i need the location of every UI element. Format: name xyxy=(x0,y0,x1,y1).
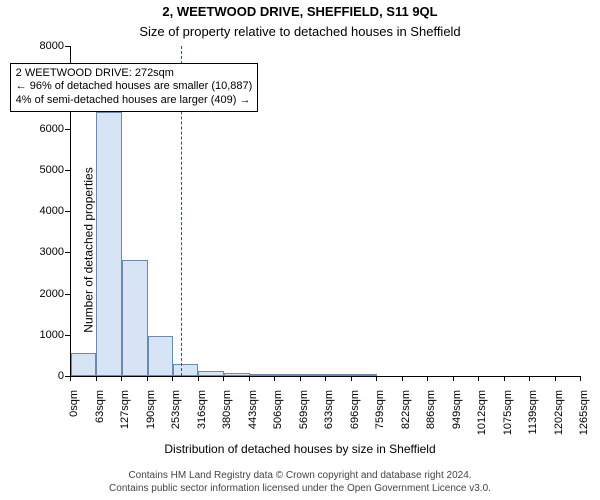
x-tick-mark xyxy=(223,376,224,381)
x-tick-label: 1139sqm xyxy=(527,390,539,446)
y-tick-mark xyxy=(65,46,70,47)
histogram-bar xyxy=(122,260,147,376)
x-tick-mark xyxy=(402,376,403,381)
x-tick-label: 1012sqm xyxy=(476,390,488,446)
x-tick-label: 506sqm xyxy=(272,390,284,446)
x-tick-mark xyxy=(504,376,505,381)
x-tick-mark xyxy=(351,376,352,381)
x-tick-mark xyxy=(300,376,301,381)
x-tick-mark xyxy=(325,376,326,381)
histogram-bar xyxy=(352,374,377,376)
x-tick-label: 0sqm xyxy=(68,390,80,446)
histogram-bar xyxy=(300,374,325,376)
x-tick-mark xyxy=(147,376,148,381)
x-tick-label: 759sqm xyxy=(374,390,386,446)
y-tick-label: 0 xyxy=(26,370,64,382)
x-tick-label: 569sqm xyxy=(298,390,310,446)
x-tick-label: 1202sqm xyxy=(553,390,565,446)
x-tick-mark xyxy=(529,376,530,381)
x-tick-label: 949sqm xyxy=(451,390,463,446)
y-tick-label: 5000 xyxy=(26,164,64,176)
x-tick-mark xyxy=(121,376,122,381)
histogram-bar xyxy=(96,112,121,376)
x-tick-mark xyxy=(249,376,250,381)
data-source-footer: Contains HM Land Registry data © Crown c… xyxy=(0,470,600,495)
chart-title: 2, WEETWOOD DRIVE, SHEFFIELD, S11 9QL xyxy=(0,4,600,19)
x-tick-label: 1265sqm xyxy=(578,390,590,446)
x-tick-mark xyxy=(427,376,428,381)
histogram-bar xyxy=(326,374,351,376)
histogram-bar xyxy=(250,374,275,376)
y-tick-mark xyxy=(65,335,70,336)
histogram-bar xyxy=(71,353,96,376)
x-tick-label: 822sqm xyxy=(400,390,412,446)
annotation-line: 2 WEETWOOD DRIVE: 272sqm xyxy=(16,67,253,81)
x-tick-label: 127sqm xyxy=(119,390,131,446)
y-tick-label: 2000 xyxy=(26,288,64,300)
x-tick-mark xyxy=(274,376,275,381)
x-tick-mark xyxy=(376,376,377,381)
x-tick-mark xyxy=(555,376,556,381)
x-tick-mark xyxy=(70,376,71,381)
y-tick-label: 4000 xyxy=(26,205,64,217)
y-tick-mark xyxy=(65,294,70,295)
y-tick-label: 3000 xyxy=(26,246,64,258)
y-tick-mark xyxy=(65,129,70,130)
y-tick-mark xyxy=(65,211,70,212)
x-tick-mark xyxy=(198,376,199,381)
annotation-line: 4% of semi-detached houses are larger (4… xyxy=(16,94,253,108)
x-tick-mark xyxy=(580,376,581,381)
annotation-line: ← 96% of detached houses are smaller (10… xyxy=(16,80,253,94)
x-tick-mark xyxy=(96,376,97,381)
y-tick-mark xyxy=(65,252,70,253)
x-tick-label: 696sqm xyxy=(349,390,361,446)
histogram-bar xyxy=(198,371,223,376)
x-tick-label: 253sqm xyxy=(170,390,182,446)
x-tick-label: 886sqm xyxy=(425,390,437,446)
x-tick-mark xyxy=(172,376,173,381)
chart-subtitle: Size of property relative to detached ho… xyxy=(0,24,600,39)
annotation-box: 2 WEETWOOD DRIVE: 272sqm← 96% of detache… xyxy=(10,63,259,112)
x-tick-mark xyxy=(478,376,479,381)
x-tick-mark xyxy=(453,376,454,381)
y-tick-label: 1000 xyxy=(26,329,64,341)
histogram-bar xyxy=(275,374,300,376)
x-tick-label: 443sqm xyxy=(247,390,259,446)
footer-line-2: Contains public sector information licen… xyxy=(0,483,600,496)
y-tick-mark xyxy=(65,170,70,171)
histogram-bar xyxy=(148,336,173,376)
x-tick-label: 316sqm xyxy=(196,390,208,446)
chart-root: 2, WEETWOOD DRIVE, SHEFFIELD, S11 9QL Si… xyxy=(0,0,600,500)
x-tick-label: 1075sqm xyxy=(502,390,514,446)
x-tick-label: 633sqm xyxy=(323,390,335,446)
x-tick-label: 380sqm xyxy=(221,390,233,446)
y-tick-label: 8000 xyxy=(26,40,64,52)
histogram-bar xyxy=(224,373,249,376)
footer-line-1: Contains HM Land Registry data © Crown c… xyxy=(0,470,600,483)
x-tick-label: 190sqm xyxy=(145,390,157,446)
y-tick-label: 6000 xyxy=(26,123,64,135)
x-tick-label: 63sqm xyxy=(94,390,106,446)
histogram-bar xyxy=(173,364,198,376)
